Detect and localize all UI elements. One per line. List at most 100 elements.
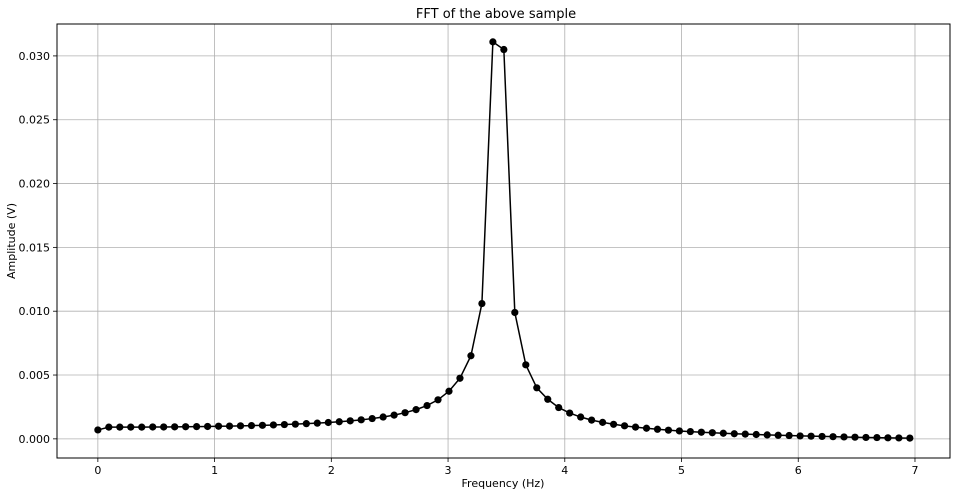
data-point xyxy=(577,413,585,421)
series-layer xyxy=(94,38,914,442)
data-point xyxy=(741,430,749,438)
x-tick-label: 7 xyxy=(911,464,918,477)
y-tick-label: 0.030 xyxy=(19,50,51,63)
data-point xyxy=(445,387,453,395)
chart-title: FFT of the above sample xyxy=(416,7,576,22)
data-point xyxy=(478,299,486,308)
data-point xyxy=(631,423,640,431)
data-point xyxy=(335,418,343,426)
x-tick-label: 6 xyxy=(795,464,802,477)
data-point xyxy=(127,423,135,431)
data-point xyxy=(620,422,629,430)
data-point xyxy=(105,423,113,431)
data-point xyxy=(642,424,651,432)
data-point xyxy=(774,431,782,439)
data-point xyxy=(291,420,299,428)
x-tick-label: 2 xyxy=(328,464,335,477)
data-point xyxy=(752,430,760,439)
data-point xyxy=(324,418,332,427)
y-tick-label: 0.005 xyxy=(19,369,51,382)
data-point xyxy=(401,409,409,417)
data-point xyxy=(763,431,771,439)
data-point xyxy=(522,361,530,369)
y-tick-label: 0.015 xyxy=(19,241,51,254)
data-point xyxy=(588,416,596,424)
data-point xyxy=(906,434,914,442)
data-point xyxy=(456,374,464,382)
data-point xyxy=(818,432,826,441)
data-point xyxy=(313,419,321,427)
data-point xyxy=(873,433,881,442)
y-tick-label: 0.020 xyxy=(19,178,51,191)
data-point xyxy=(840,433,848,441)
data-point xyxy=(258,421,267,429)
x-tick-label: 1 xyxy=(211,464,218,477)
y-tick-label: 0.025 xyxy=(19,114,51,127)
data-point xyxy=(609,420,618,428)
data-point xyxy=(379,413,387,421)
data-point xyxy=(708,429,716,437)
data-point xyxy=(390,411,398,419)
data-point xyxy=(182,423,190,431)
data-point xyxy=(653,425,662,433)
x-tick-label: 0 xyxy=(94,464,101,477)
data-point xyxy=(851,433,859,441)
data-point xyxy=(236,422,245,430)
data-point xyxy=(566,409,574,417)
data-point xyxy=(214,422,223,430)
data-point xyxy=(302,420,310,428)
data-point xyxy=(346,417,354,425)
data-point xyxy=(94,426,102,434)
data-point xyxy=(138,423,146,431)
data-point xyxy=(796,432,804,440)
data-point xyxy=(149,423,157,431)
data-point xyxy=(116,423,124,431)
x-axis-title: Frequency (Hz) xyxy=(462,477,545,490)
data-point xyxy=(368,414,376,423)
data-point xyxy=(357,416,365,424)
y-tick-label: 0.000 xyxy=(19,433,51,446)
data-point xyxy=(434,396,442,404)
plot-frame xyxy=(56,23,951,459)
x-tick-label: 4 xyxy=(561,464,568,477)
data-point xyxy=(829,433,837,441)
data-point xyxy=(686,427,694,436)
x-tick-label: 3 xyxy=(445,464,452,477)
y-axis-title: Amplitude (V) xyxy=(5,203,18,279)
data-point xyxy=(489,38,497,46)
data-point xyxy=(555,403,563,412)
data-point xyxy=(412,406,420,414)
data-point xyxy=(171,423,179,431)
data-point xyxy=(160,423,168,431)
data-point xyxy=(423,401,431,410)
data-point xyxy=(500,45,508,54)
data-point xyxy=(203,422,212,431)
data-point xyxy=(467,352,475,360)
data-point xyxy=(599,418,607,426)
data-point xyxy=(664,426,673,434)
x-tick-label: 5 xyxy=(678,464,685,477)
data-point xyxy=(675,427,684,435)
data-point xyxy=(247,421,256,430)
data-point xyxy=(193,423,201,431)
data-point xyxy=(544,395,552,403)
data-point xyxy=(730,430,738,438)
grid xyxy=(57,24,950,458)
data-point xyxy=(807,432,815,440)
y-tick-label: 0.010 xyxy=(19,305,51,318)
data-point xyxy=(511,308,519,317)
data-point xyxy=(719,429,727,437)
data-point xyxy=(225,422,234,430)
data-point xyxy=(884,434,892,442)
data-point xyxy=(697,428,705,436)
data-point xyxy=(785,431,793,440)
data-point xyxy=(895,434,903,442)
data-point xyxy=(533,384,541,392)
data-point xyxy=(280,420,288,429)
axis-ticks: 0 1 2 3 4 5 6 7 0.000 0.005 0.010 0.015 0.020 0.025 0.… xyxy=(19,50,919,477)
data-point xyxy=(269,421,278,429)
data-point xyxy=(862,433,870,442)
